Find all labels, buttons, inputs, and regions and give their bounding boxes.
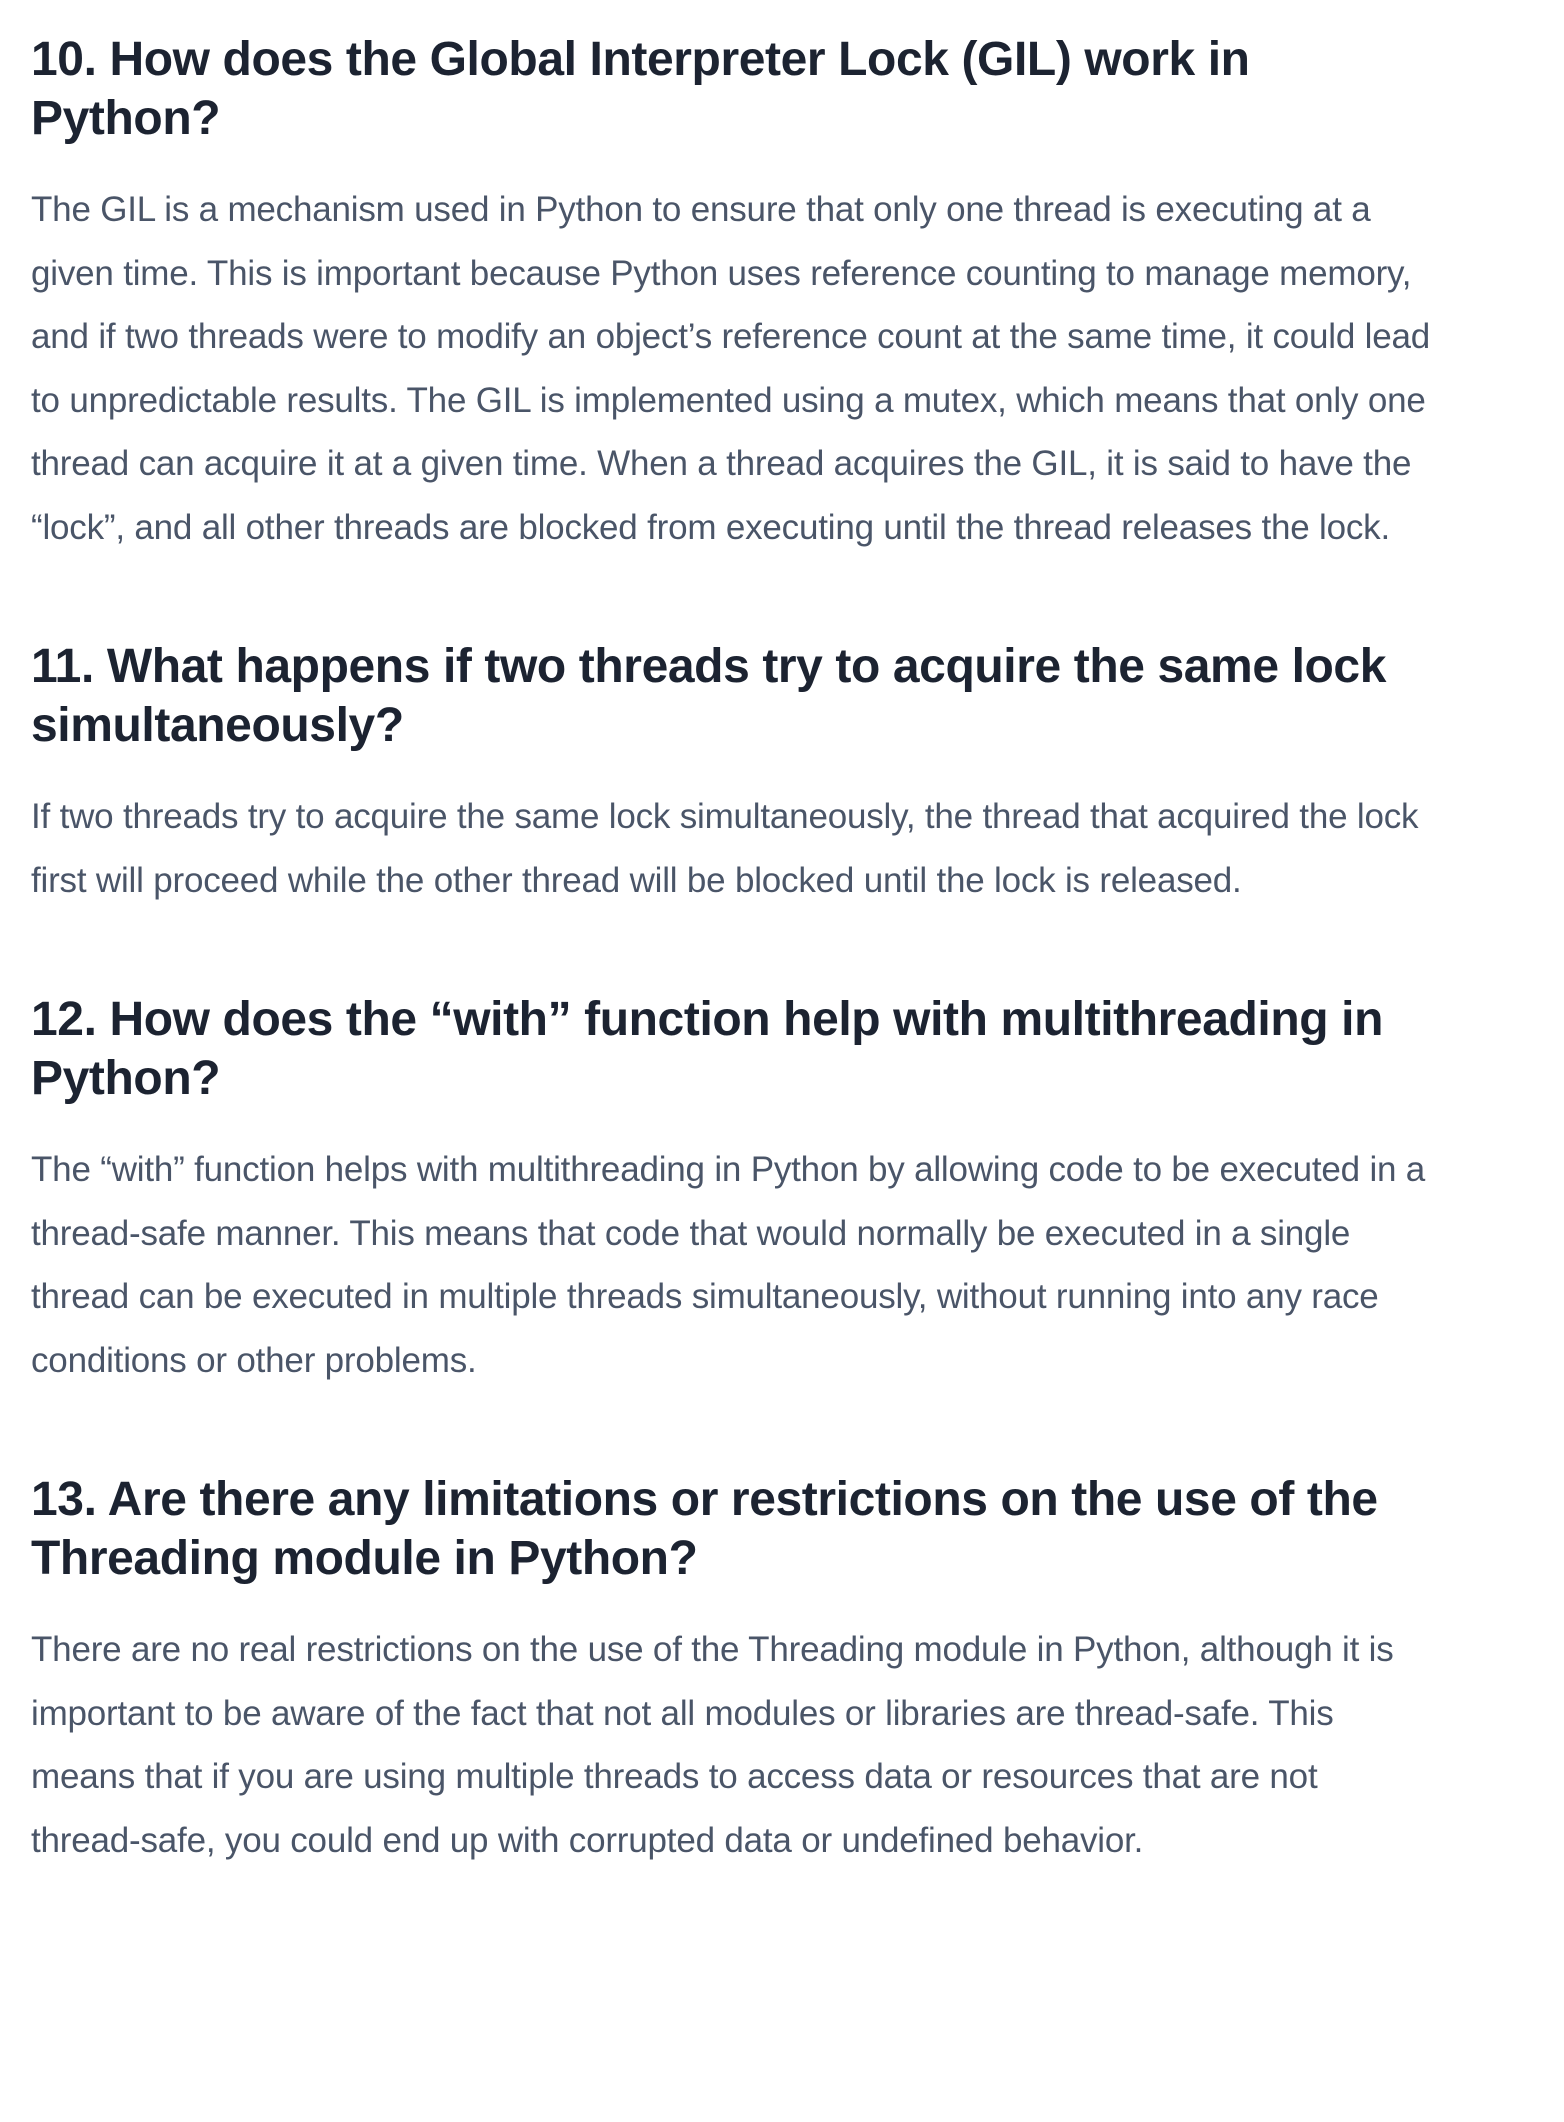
question-12-section: 12. How does the “with” function help wi…: [31, 990, 1431, 1392]
answer-paragraph: If two threads try to acquire the same l…: [31, 797, 1419, 900]
answer-paragraph: The “with” function helps with multithre…: [31, 1150, 1426, 1380]
answer-paragraph: There are no real restrictions on the us…: [31, 1630, 1394, 1860]
question-11-section: 11. What happens if two threads try to a…: [31, 637, 1431, 912]
question-13-section: 13. Are there any limitations or restric…: [31, 1470, 1431, 1872]
question-heading: 11. What happens if two threads try to a…: [31, 640, 1387, 752]
question-heading: 13. Are there any limitations or restric…: [31, 1473, 1378, 1585]
question-heading: 10. How does the Global Interpreter Lock…: [31, 33, 1250, 145]
answer-paragraph: The GIL is a mechanism used in Python to…: [31, 190, 1431, 547]
question-10-section: 10. How does the Global Interpreter Lock…: [31, 30, 1431, 559]
question-heading: 12. How does the “with” function help wi…: [31, 993, 1383, 1105]
article-content: 10. How does the Global Interpreter Lock…: [31, 30, 1431, 1950]
